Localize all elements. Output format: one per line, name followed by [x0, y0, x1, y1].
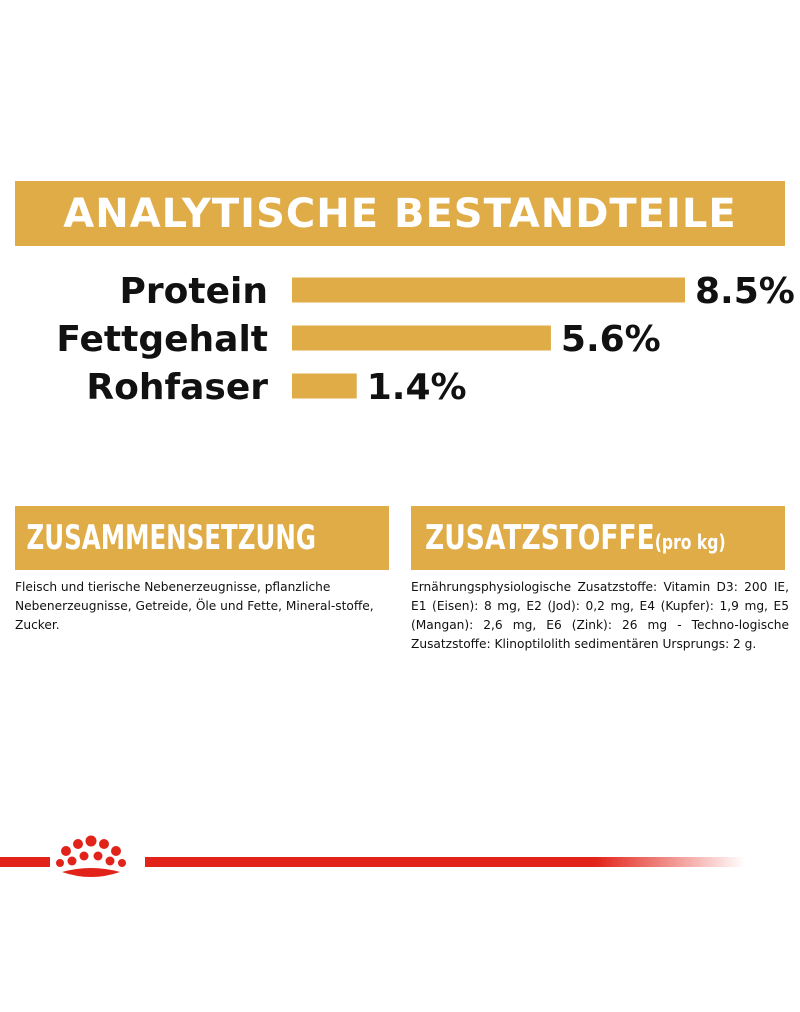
crown-icon	[56, 835, 126, 877]
bar-0	[292, 277, 685, 303]
category-label-1: Fettgehalt	[56, 319, 268, 360]
additives-title: ZUSATZSTOFFE(pro kg)	[411, 518, 726, 558]
value-label-1: 5.6%	[561, 319, 661, 360]
category-label-2: Rohfaser	[86, 367, 268, 408]
additives-header: ZUSATZSTOFFE(pro kg)	[411, 506, 785, 570]
value-label-2: 1.4%	[367, 367, 467, 408]
value-label-0: 8.5%	[695, 271, 795, 312]
red-line-left	[0, 857, 50, 867]
brand-footer	[0, 835, 745, 877]
red-line-right	[145, 857, 745, 867]
analysis-banner: ANALYTISCHE BESTANDTEILE	[15, 181, 785, 246]
nutrient-bar-chart: Protein 8.5% Fettgehalt 5.6% Rohfaser 1.4%	[56, 271, 795, 408]
composition-title: ZUSAMMENSETZUNG	[26, 518, 316, 558]
composition-text: Fleisch und tierische Nebenerzeugnisse, …	[15, 580, 374, 632]
additives-subtitle: (pro kg)	[654, 530, 726, 554]
category-label-0: Protein	[120, 271, 268, 312]
analysis-title: ANALYTISCHE BESTANDTEILE	[63, 190, 737, 237]
additives-title-main: ZUSATZSTOFFE	[425, 518, 655, 558]
bar-2	[292, 373, 357, 399]
additives-text: Ernährungsphysiologische Zusatzstoffe: V…	[411, 580, 789, 651]
bar-1	[292, 325, 551, 351]
composition-header: ZUSAMMENSETZUNG	[15, 506, 389, 570]
